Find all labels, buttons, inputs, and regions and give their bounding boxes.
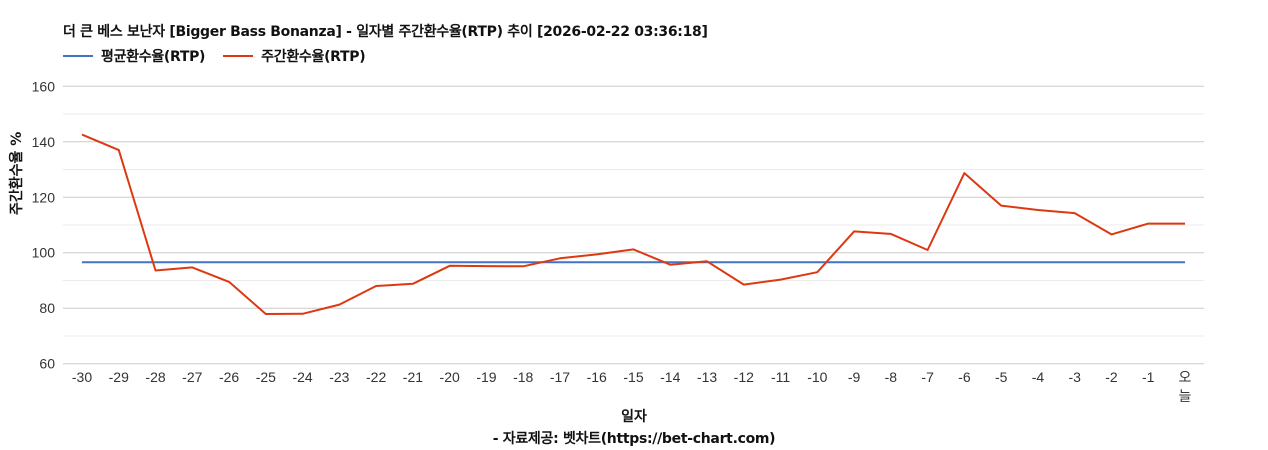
x-tick-label: -8 xyxy=(885,369,898,385)
x-tick-label: -3 xyxy=(1068,369,1081,385)
x-tick-label: -21 xyxy=(403,369,423,385)
legend-label-average: 평균환수율(RTP) xyxy=(101,49,206,65)
x-tick-label: -12 xyxy=(734,369,754,385)
x-tick-label: -6 xyxy=(958,369,971,385)
x-tick-label: -25 xyxy=(256,369,276,385)
x-tick-label: -19 xyxy=(476,369,496,385)
x-axis-label: 일자 xyxy=(621,409,647,425)
x-tick-label: -1 xyxy=(1142,369,1155,385)
x-tick-label: -24 xyxy=(292,369,312,385)
x-tick-label: -29 xyxy=(109,369,129,385)
x-tick-label: -15 xyxy=(623,369,643,385)
legend-swatch-weekly xyxy=(223,55,254,57)
x-tick-label: -17 xyxy=(550,369,570,385)
series-lines xyxy=(81,133,1185,315)
weekly-rtp-line[interactable] xyxy=(81,133,1185,315)
x-tick-label: -10 xyxy=(807,369,827,385)
x-tick-label: -11 xyxy=(771,369,790,385)
x-tick-label: -14 xyxy=(660,369,680,385)
x-tick-label: -23 xyxy=(329,369,349,385)
x-tick-label: -20 xyxy=(440,369,460,385)
x-tick-label: -13 xyxy=(697,369,717,385)
y-tick-label: 160 xyxy=(32,78,56,94)
x-tick-label: -5 xyxy=(995,369,1008,385)
y-axis-ticks: 60 80 100 120 140 160 xyxy=(32,78,56,371)
x-tick-label: -9 xyxy=(848,369,861,385)
x-tick-label: -16 xyxy=(587,369,607,385)
y-tick-label: 140 xyxy=(32,134,56,150)
x-tick-label: -2 xyxy=(1105,369,1118,385)
y-tick-label: 100 xyxy=(32,245,56,261)
legend-swatch-average xyxy=(63,55,93,57)
legend-label-weekly: 주간환수율(RTP) xyxy=(261,49,366,65)
y-tick-label: 120 xyxy=(32,189,56,205)
x-tick-label: -28 xyxy=(145,369,165,385)
x-axis-ticks: -30 -29 -28 -27 -26 -25 -24 -23 -22 -21 -20 -19 -18 -… xyxy=(72,369,1192,404)
legend-item-weekly[interactable]: 주간환수율(RTP) xyxy=(223,46,366,66)
x-tick-label: -7 xyxy=(921,369,934,385)
x-tick-label: -27 xyxy=(182,369,202,385)
x-tick-label: -22 xyxy=(366,369,386,385)
x-tick-label: -4 xyxy=(1032,369,1045,385)
x-tick-label: 늘 xyxy=(1179,388,1192,404)
legend: 평균환수율(RTP) 주간환수율(RTP) xyxy=(63,46,383,66)
data-source-credit: - 자료제공: 벳차트(https://bet-chart.com) xyxy=(492,431,776,447)
x-tick-label: -30 xyxy=(72,369,92,385)
legend-item-average[interactable]: 평균환수율(RTP) xyxy=(63,46,205,66)
y-tick-label: 80 xyxy=(39,300,55,316)
x-tick-label: -18 xyxy=(513,369,533,385)
x-tick-label: 오 xyxy=(1179,369,1192,385)
chart-title: 더 큰 베스 보난자 [Bigger Bass Bonanza] - 일자별 주… xyxy=(63,24,708,40)
x-tick-label: -26 xyxy=(219,369,239,385)
gridlines xyxy=(63,85,1204,365)
y-tick-label: 60 xyxy=(39,356,55,372)
